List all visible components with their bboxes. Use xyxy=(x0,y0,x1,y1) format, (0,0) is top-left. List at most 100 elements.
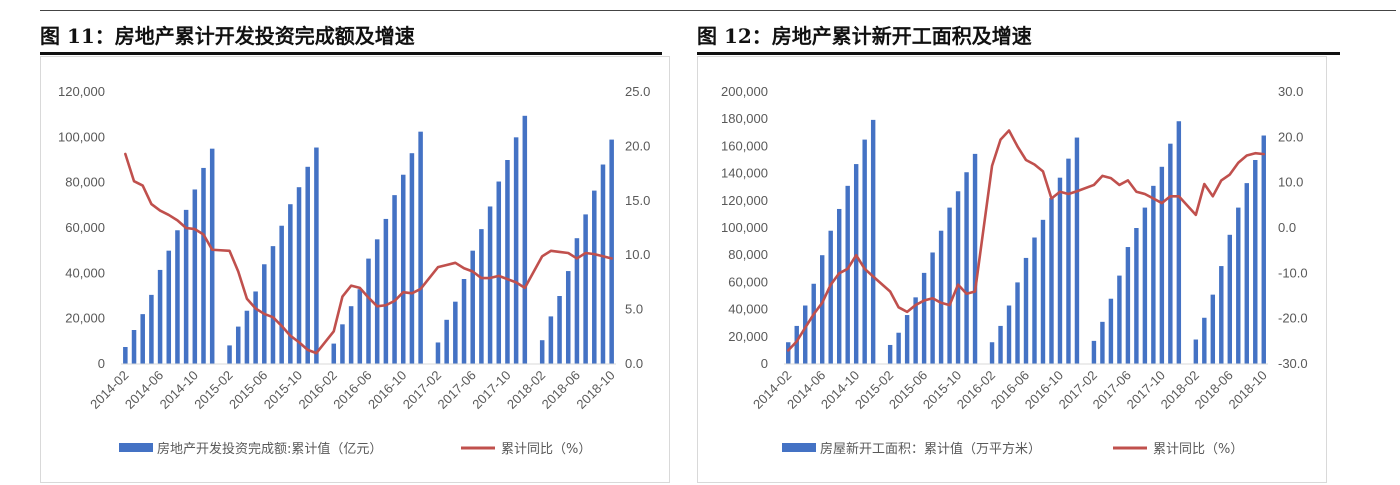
legend-bar-label: 房屋新开工面积：累计值（万平方米） xyxy=(820,441,1041,457)
bar-2016-03 xyxy=(998,325,1003,364)
bar-2018-02 xyxy=(539,340,545,364)
legend-bar-swatch xyxy=(119,443,153,452)
bar-2018-04 xyxy=(1210,294,1216,364)
bar-2014-10 xyxy=(192,189,198,364)
bar-2017-11 xyxy=(1168,143,1173,364)
chart-area: 0 20,000 40,000 60,000 80,000 100,000 120,000 1… xyxy=(697,56,1327,483)
bar-2014-06 xyxy=(820,255,825,364)
left-axis-tick-label: 80,000 xyxy=(728,247,768,262)
bar-2017-10 xyxy=(505,160,510,364)
bar-2017-07 xyxy=(1134,228,1139,364)
legend-line-label: 累计同比（%） xyxy=(501,442,591,457)
bar-2014-12 xyxy=(209,148,215,364)
bar-2017-09 xyxy=(496,181,502,364)
bar-2018-10 xyxy=(1261,135,1266,364)
left-axis-tick-label: 140,000 xyxy=(721,166,768,181)
bar-2016-05 xyxy=(357,289,363,364)
bar-2018-05 xyxy=(565,271,571,364)
bar-2017-10 xyxy=(1159,166,1165,364)
bar-2018-06 xyxy=(1227,234,1232,364)
bar-2016-12 xyxy=(418,131,423,364)
bar-2018-07 xyxy=(583,214,588,364)
right-axis-tick-label: 5.0 xyxy=(625,302,643,317)
bar-2017-05 xyxy=(461,279,467,364)
left-axis-tick-label: 160,000 xyxy=(721,138,768,153)
right-axis-tick-label: 0.0 xyxy=(625,356,643,371)
bar-2018-07 xyxy=(1236,207,1241,364)
investment-chart-svg: 0 20,000 40,000 60,000 80,000 100,000 120,000 0… xyxy=(58,84,650,457)
bar-2018-03 xyxy=(1202,317,1207,364)
bar-2015-03 xyxy=(235,326,241,364)
right-axis-tick-label: 25.0 xyxy=(625,84,650,99)
bar-2017-04 xyxy=(1108,298,1114,364)
left-axis-tick-label: 20,000 xyxy=(65,311,105,326)
bar-2014-06 xyxy=(157,269,163,364)
bar-2017-09 xyxy=(1151,185,1156,364)
bar-2016-07 xyxy=(1032,237,1037,364)
bar-2016-08 xyxy=(1040,219,1046,364)
bar-2016-03 xyxy=(340,324,345,364)
right-axis-tick-label: 10.0 xyxy=(625,247,650,262)
title-underline xyxy=(697,52,1340,55)
chart-area: 0 20,000 40,000 60,000 80,000 100,000 120,000 0… xyxy=(40,56,670,483)
right-axis-tick-label: -10.0 xyxy=(1278,265,1308,280)
bar-2017-11 xyxy=(513,137,519,364)
bar-2015-09 xyxy=(947,207,952,364)
right-axis-tick-label: 0.0 xyxy=(1278,220,1296,235)
left-axis-tick-label: 60,000 xyxy=(728,274,768,289)
bar-2014-03 xyxy=(794,325,799,364)
x-axis-tick-label: 2018-10 xyxy=(573,368,617,412)
bar-2016-11 xyxy=(1066,158,1071,364)
bar-2014-08 xyxy=(175,230,180,364)
bar-2015-07 xyxy=(270,246,276,364)
bar-2015-08 xyxy=(279,225,284,364)
bar-2016-05 xyxy=(1015,282,1020,364)
left-axis-tick-label: 120,000 xyxy=(58,84,105,99)
bar-2014-04 xyxy=(803,305,808,364)
bar-2018-03 xyxy=(548,316,554,364)
bar-2014-08 xyxy=(836,208,842,364)
right-axis-tick-label: 30.0 xyxy=(1278,84,1303,99)
bar-2017-08 xyxy=(487,206,493,364)
bar-2015-04 xyxy=(904,315,910,364)
bar-2016-04 xyxy=(1006,305,1012,364)
bar-2014-07 xyxy=(166,250,172,364)
left-axis-tick-label: 40,000 xyxy=(728,302,768,317)
bar-2016-11 xyxy=(409,153,415,364)
bar-2017-06 xyxy=(470,250,475,364)
bar-2014-03 xyxy=(131,330,137,364)
legend-line-label: 累计同比（%） xyxy=(1153,442,1243,457)
bar-2016-02 xyxy=(331,343,337,364)
left-axis-tick-label: 80,000 xyxy=(65,175,105,190)
right-axis-tick-label: -30.0 xyxy=(1278,356,1308,371)
bar-2015-12 xyxy=(972,153,978,364)
bar-2015-06 xyxy=(921,272,927,364)
right-axis-tick-label: 20.0 xyxy=(625,138,650,153)
bar-2016-10 xyxy=(1057,177,1063,364)
bar-2014-12 xyxy=(870,119,876,364)
bar-2016-06 xyxy=(1023,257,1029,364)
bar-2014-02 xyxy=(123,347,128,364)
yoy-growth-line xyxy=(124,152,613,355)
left-axis-tick-label: 60,000 xyxy=(65,220,105,235)
left-axis-tick-label: 20,000 xyxy=(728,329,768,344)
left-axis-tick-label: 200,000 xyxy=(721,84,768,99)
x-axis-tick-label: 2018-10 xyxy=(1226,368,1270,412)
bar-2017-07 xyxy=(479,229,484,364)
bar-2016-04 xyxy=(348,306,354,364)
bar-2015-03 xyxy=(896,332,901,364)
chart-panel-investment: 图 11：房地产累计开发投资完成额及增速 0 20,000 40,000 60,000… xyxy=(40,10,670,485)
bar-2016-07 xyxy=(374,239,380,364)
left-axis-tick-label: 100,000 xyxy=(721,220,768,235)
bar-2017-05 xyxy=(1117,275,1122,364)
bar-2018-10 xyxy=(609,139,614,364)
right-axis-tick-label: 20.0 xyxy=(1278,129,1303,144)
right-axis-tick-label: 15.0 xyxy=(625,193,650,208)
bar-2017-02 xyxy=(435,342,441,364)
bar-2014-07 xyxy=(828,230,833,364)
top-rule xyxy=(40,10,1396,11)
bar-2014-02 xyxy=(786,342,791,364)
bar-2016-09 xyxy=(392,195,397,364)
bar-2014-11 xyxy=(862,139,867,364)
bar-2015-08 xyxy=(938,230,944,364)
